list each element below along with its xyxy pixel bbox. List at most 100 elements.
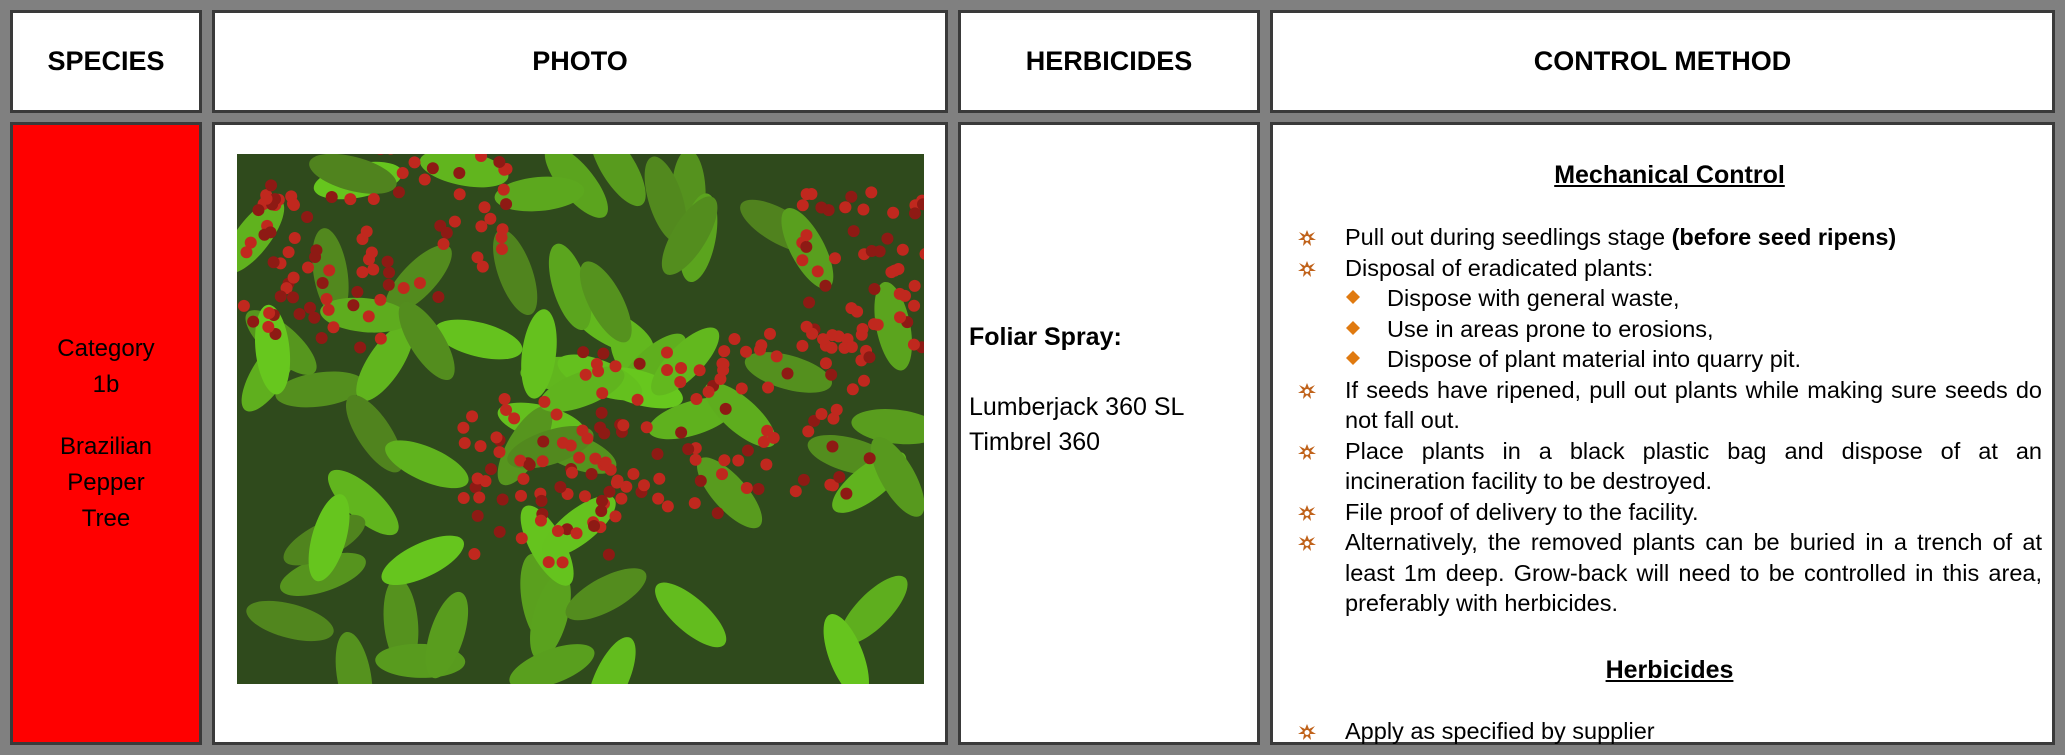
berry (755, 339, 768, 352)
berry (573, 451, 586, 464)
berry (473, 491, 486, 504)
berry (857, 374, 870, 387)
header-text: HERBICIDES (1025, 46, 1193, 76)
berry (382, 278, 395, 291)
leaf (308, 494, 350, 582)
berry (702, 385, 715, 398)
sub-item-text: Dispose with general waste, (1387, 285, 1680, 311)
berry (542, 556, 555, 569)
sub-item: Dispose of plant material into quarry pi… (1345, 344, 2042, 375)
berry (365, 246, 378, 259)
category: Category 1b (57, 334, 155, 398)
berry (579, 368, 592, 381)
berry (360, 225, 373, 238)
berry (815, 201, 828, 214)
list: Pull out during seedlings stage (before … (1297, 222, 2042, 619)
berry (457, 421, 470, 434)
photo-cell (212, 122, 948, 745)
berry (316, 277, 329, 290)
berry (490, 431, 503, 444)
section-heading: Herbicides (1605, 655, 1734, 684)
bullet-shape (1346, 351, 1360, 365)
berry (688, 497, 701, 510)
berry (561, 523, 574, 536)
berry (770, 350, 783, 363)
berry (383, 266, 396, 279)
photo (237, 154, 924, 684)
berry (514, 454, 527, 467)
berry (805, 187, 818, 200)
leaf (548, 243, 592, 331)
berry (767, 431, 780, 444)
berry (474, 440, 487, 453)
berry (839, 201, 852, 214)
berry (599, 456, 612, 469)
leaf (530, 572, 571, 660)
berry (476, 260, 489, 273)
berry (596, 494, 609, 507)
bullet-center (1304, 541, 1310, 546)
leaf (590, 154, 646, 207)
berry (682, 443, 695, 456)
berry (840, 487, 853, 500)
berry (457, 492, 470, 505)
leaf (385, 440, 469, 489)
berry (609, 360, 622, 373)
berry (633, 357, 646, 370)
berry (570, 527, 583, 540)
berry (631, 393, 644, 406)
berry (554, 480, 567, 493)
berry (899, 289, 912, 302)
leaf (309, 154, 397, 194)
berry (374, 293, 387, 306)
control-method-cell: Mechanical Control Pull out during seedl… (1270, 122, 2055, 745)
berry (740, 481, 753, 494)
berry (388, 154, 394, 155)
berry (293, 307, 306, 320)
bullet-center (1304, 266, 1310, 272)
berry (397, 282, 410, 295)
list-item: Place plants in a black plastic bag and … (1297, 436, 2042, 497)
berry (796, 339, 809, 352)
sub-item-text: Dispose of plant material into quarry pi… (1387, 346, 1802, 372)
berry (802, 425, 815, 438)
berry (500, 403, 513, 416)
berry (596, 387, 609, 400)
berry (287, 291, 300, 304)
berry (478, 201, 491, 214)
item-text: Disposal of eradicated plants: (1345, 254, 1654, 281)
berry (832, 330, 845, 343)
berry (846, 383, 859, 396)
berry (471, 472, 484, 485)
header-cell: HERBICIDES (958, 10, 1260, 113)
berry (323, 264, 336, 277)
bullet-icon (1298, 504, 1316, 521)
leaf (521, 309, 557, 399)
berry (310, 244, 323, 257)
berry (396, 167, 409, 180)
berry (351, 285, 364, 298)
berry (627, 467, 640, 480)
species-name: Brazilian Pepper Tree (59, 432, 153, 532)
leaf (494, 176, 585, 212)
berry (845, 302, 858, 315)
leaf (335, 631, 373, 684)
bullet-center (1304, 236, 1310, 241)
berry (652, 492, 665, 505)
berry (609, 510, 622, 523)
berry (781, 367, 794, 380)
bullet-icon (1298, 382, 1316, 399)
berry (274, 290, 287, 303)
item-text: Apply as specified by supplier (1345, 717, 1655, 744)
berry (865, 186, 878, 199)
leaf (327, 469, 399, 536)
berry (857, 203, 870, 216)
header-cell: PHOTO (212, 10, 948, 113)
berry (244, 236, 257, 249)
product: Timbrel 360 (969, 428, 1101, 456)
berry (322, 303, 335, 316)
bullet-center (1304, 388, 1310, 394)
item-text: If seeds have ripened, pull out plants w… (1345, 376, 2042, 434)
berry (302, 261, 315, 274)
berry (711, 507, 724, 520)
